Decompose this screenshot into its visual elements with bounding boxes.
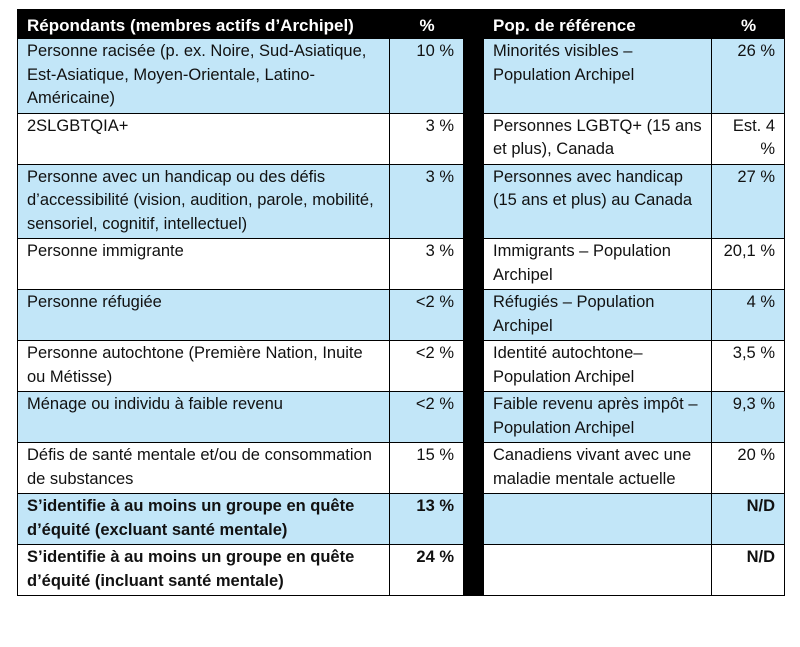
reference-percent: 9,3 % xyxy=(711,391,785,443)
reference-percent: N/D xyxy=(711,493,785,545)
table-row: Défis de santé mentale et/ou de consomma… xyxy=(17,442,785,494)
column-gap xyxy=(463,238,484,290)
reference-population: Faible revenu après impôt – Population A… xyxy=(483,391,712,443)
respondent-group: Personne immigrante xyxy=(17,238,390,290)
respondent-percent: 13 % xyxy=(389,493,464,545)
equity-comparison-table-container: Répondants (membres actifs d’Archipel) %… xyxy=(17,9,785,596)
table-row: 2SLGBTQIA+ 3 % Personnes LGBTQ+ (15 ans … xyxy=(17,112,785,165)
respondent-percent: <2 % xyxy=(389,340,464,392)
respondent-group: Personne réfugiée xyxy=(17,289,390,341)
respondent-group: S’identifie à au moins un groupe en quêt… xyxy=(17,544,390,596)
respondent-percent: 3 % xyxy=(389,112,464,165)
reference-percent: N/D xyxy=(711,544,785,596)
reference-population: Identité autochtone–Population Archipel xyxy=(483,340,712,392)
column-gap xyxy=(463,340,484,392)
reference-population xyxy=(483,493,712,545)
header-reference-population: Pop. de référence xyxy=(483,9,712,39)
column-gap xyxy=(463,112,484,165)
reference-percent: 26 % xyxy=(711,38,785,114)
column-gap xyxy=(463,38,484,114)
respondent-group: Personne autochtone (Première Nation, In… xyxy=(17,340,390,392)
reference-percent: 27 % xyxy=(711,163,785,239)
respondent-percent: <2 % xyxy=(389,289,464,341)
reference-population: Minorités visibles – Population Archipel xyxy=(483,38,712,114)
reference-population: Personnes LGBTQ+ (15 ans et plus), Canad… xyxy=(483,112,712,165)
respondent-group: 2SLGBTQIA+ xyxy=(17,112,390,165)
reference-percent: Est. 4 % xyxy=(711,112,785,165)
column-gap xyxy=(463,391,484,443)
reference-population xyxy=(483,544,712,596)
table-row: Personne autochtone (Première Nation, In… xyxy=(17,340,785,392)
table-header-row: Répondants (membres actifs d’Archipel) %… xyxy=(17,9,785,39)
reference-population: Canadiens vivant avec une maladie mental… xyxy=(483,442,712,494)
table-row: Personne avec un handicap ou des défis d… xyxy=(17,163,785,239)
reference-percent: 4 % xyxy=(711,289,785,341)
header-reference-percent: % xyxy=(711,9,785,39)
reference-percent: 20,1 % xyxy=(711,238,785,290)
reference-percent: 20 % xyxy=(711,442,785,494)
header-gap xyxy=(463,9,484,39)
table-row: Personne réfugiée <2 % Réfugiés – Popula… xyxy=(17,289,785,341)
reference-population: Personnes avec handicap (15 ans et plus)… xyxy=(483,163,712,239)
summary-row-excluding-mental-health: S’identifie à au moins un groupe en quêt… xyxy=(17,493,785,545)
table-row: Personne immigrante 3 % Immigrants – Pop… xyxy=(17,238,785,290)
respondent-group: Personne racisée (p. ex. Noire, Sud-Asia… xyxy=(17,38,390,114)
column-gap xyxy=(463,163,484,239)
respondent-percent: 10 % xyxy=(389,38,464,114)
table-row: Personne racisée (p. ex. Noire, Sud-Asia… xyxy=(17,38,785,114)
respondent-percent: 3 % xyxy=(389,238,464,290)
column-gap xyxy=(463,289,484,341)
header-respondents-percent: % xyxy=(389,9,464,39)
column-gap xyxy=(463,544,484,596)
respondent-group: Ménage ou individu à faible revenu xyxy=(17,391,390,443)
equity-comparison-table: Répondants (membres actifs d’Archipel) %… xyxy=(17,9,785,596)
column-gap xyxy=(463,493,484,545)
column-gap xyxy=(463,442,484,494)
respondent-percent: 15 % xyxy=(389,442,464,494)
respondent-group: S’identifie à au moins un groupe en quêt… xyxy=(17,493,390,545)
respondent-group: Personne avec un handicap ou des défis d… xyxy=(17,163,390,239)
respondent-group: Défis de santé mentale et/ou de consomma… xyxy=(17,442,390,494)
respondent-percent: 24 % xyxy=(389,544,464,596)
reference-population: Immigrants – Population Archipel xyxy=(483,238,712,290)
reference-percent: 3,5 % xyxy=(711,340,785,392)
header-respondents: Répondants (membres actifs d’Archipel) xyxy=(17,9,390,39)
reference-population: Réfugiés – Population Archipel xyxy=(483,289,712,341)
respondent-percent: 3 % xyxy=(389,163,464,239)
summary-row-including-mental-health: S’identifie à au moins un groupe en quêt… xyxy=(17,544,785,596)
table-row: Ménage ou individu à faible revenu <2 % … xyxy=(17,391,785,443)
respondent-percent: <2 % xyxy=(389,391,464,443)
